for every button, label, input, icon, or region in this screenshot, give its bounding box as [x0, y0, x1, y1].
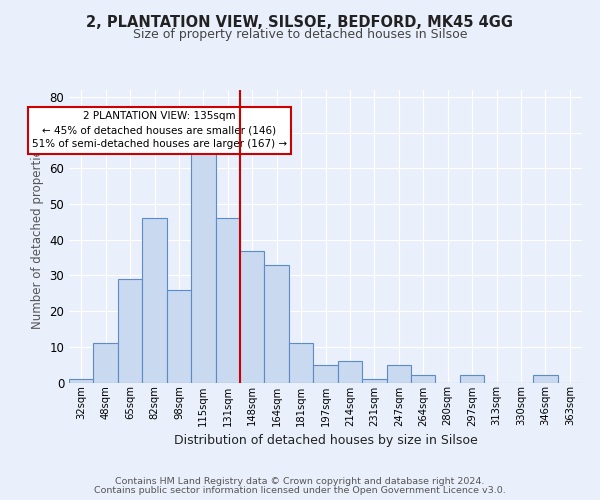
Text: Contains public sector information licensed under the Open Government Licence v3: Contains public sector information licen…	[94, 486, 506, 495]
Bar	[362, 379, 386, 382]
Text: Contains HM Land Registry data © Crown copyright and database right 2024.: Contains HM Land Registry data © Crown c…	[115, 477, 485, 486]
Y-axis label: Number of detached properties: Number of detached properties	[31, 143, 44, 329]
Bar	[533, 376, 557, 382]
Bar	[289, 344, 313, 382]
Bar	[265, 265, 289, 382]
Bar	[460, 376, 484, 382]
Text: Size of property relative to detached houses in Silsoe: Size of property relative to detached ho…	[133, 28, 467, 41]
Bar	[240, 250, 265, 382]
Bar	[69, 379, 94, 382]
Bar	[94, 344, 118, 382]
Bar	[386, 364, 411, 382]
Text: 2, PLANTATION VIEW, SILSOE, BEDFORD, MK45 4GG: 2, PLANTATION VIEW, SILSOE, BEDFORD, MK4…	[86, 15, 514, 30]
Bar	[142, 218, 167, 382]
Bar	[167, 290, 191, 382]
Bar	[338, 361, 362, 382]
Text: 2 PLANTATION VIEW: 135sqm
← 45% of detached houses are smaller (146)
51% of semi: 2 PLANTATION VIEW: 135sqm ← 45% of detac…	[32, 112, 287, 150]
Bar	[411, 376, 436, 382]
Bar	[191, 150, 215, 382]
Bar	[118, 279, 142, 382]
X-axis label: Distribution of detached houses by size in Silsoe: Distribution of detached houses by size …	[173, 434, 478, 447]
Bar	[313, 364, 338, 382]
Bar	[215, 218, 240, 382]
